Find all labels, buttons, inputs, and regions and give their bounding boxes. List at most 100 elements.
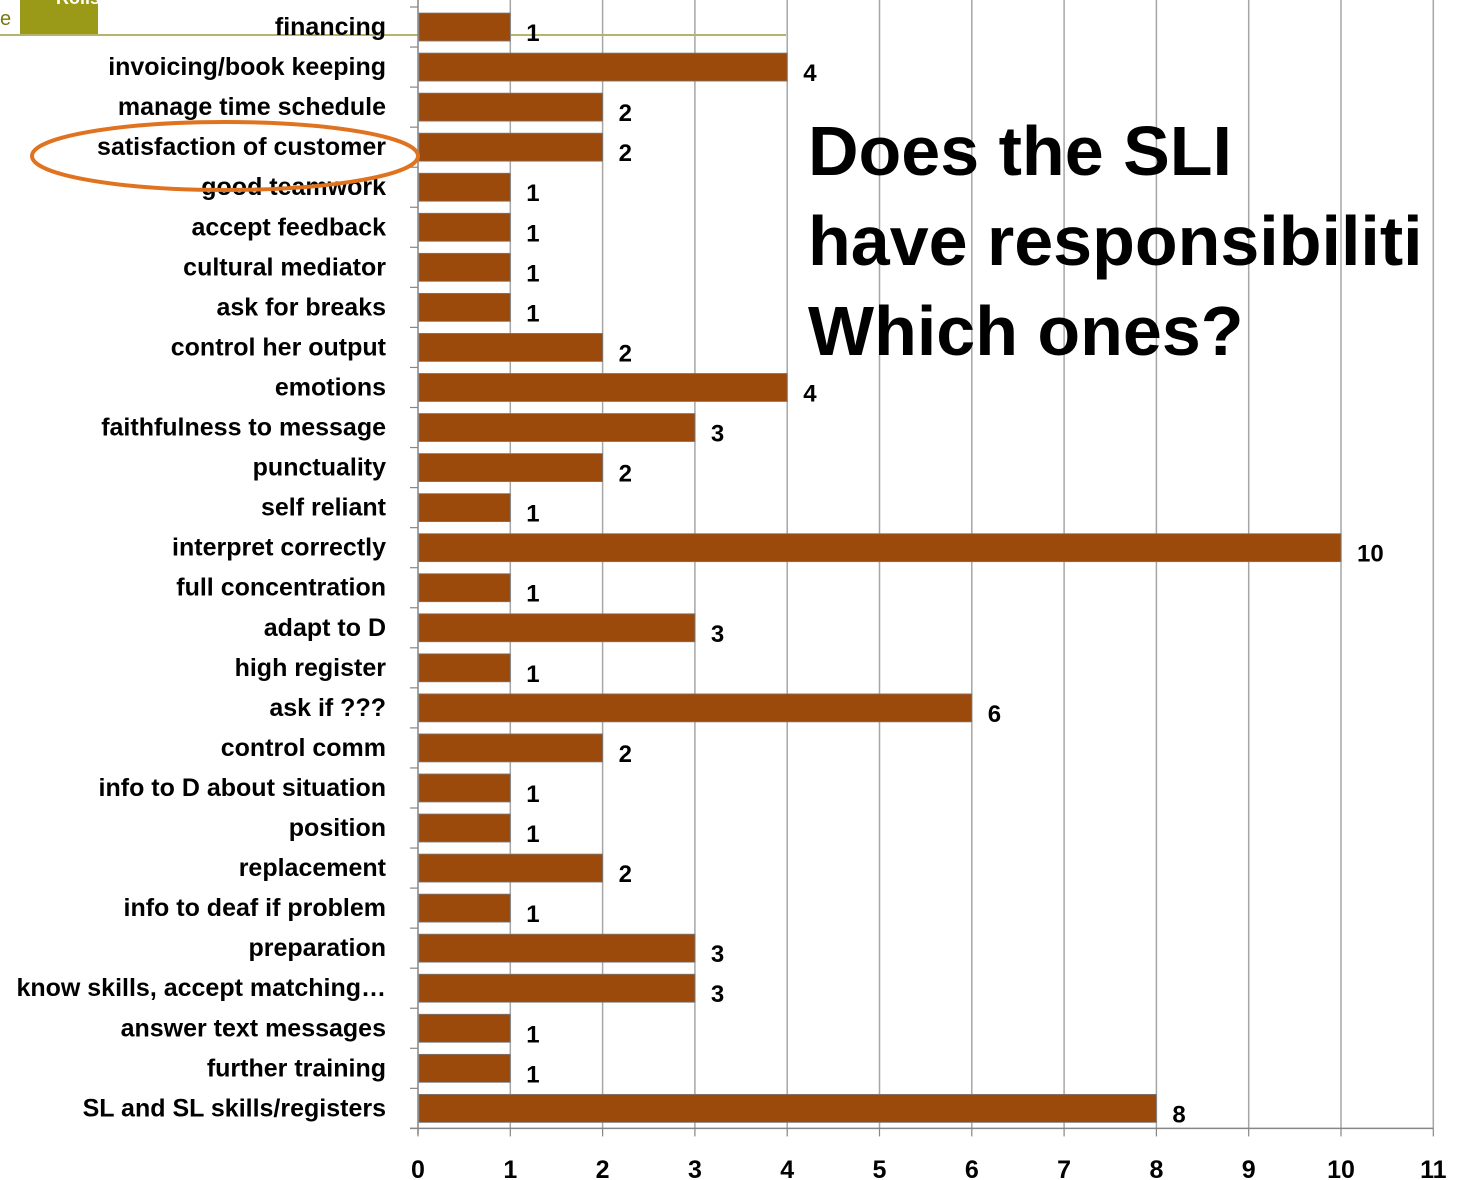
bar: [418, 333, 604, 362]
category-label: further training: [207, 1054, 386, 1082]
bar: [418, 92, 604, 122]
bar: [418, 292, 511, 322]
value-label: 1: [526, 781, 539, 808]
category-label: accept feedback: [191, 213, 386, 241]
value-label: 8: [1172, 1101, 1185, 1128]
bar: [418, 733, 604, 763]
category-label: info to deaf if problem: [124, 894, 387, 922]
value-label: 1: [526, 1061, 539, 1088]
x-tick-label: 7: [1057, 1156, 1071, 1180]
category-label: SL and SL skills/registers: [83, 1094, 386, 1122]
bar: [418, 653, 511, 683]
x-tick-label: 9: [1242, 1156, 1256, 1180]
category-label: preparation: [248, 934, 386, 962]
category-label: faithfulness to message: [101, 414, 386, 442]
x-tick-label: 11: [1420, 1156, 1447, 1180]
bar: [418, 453, 604, 482]
logo-block: Rolls: [20, 0, 100, 36]
bar: [418, 52, 788, 82]
value-label: 1: [526, 821, 539, 848]
category-label: cultural mediator: [183, 253, 386, 281]
bar: [418, 693, 973, 723]
x-tick-label: 10: [1327, 1156, 1355, 1180]
value-label: 4: [803, 60, 817, 87]
value-label: 1: [526, 901, 539, 928]
category-label: satisfaction of customer: [97, 133, 386, 161]
x-tick-labels: 0 1 2 3 4 5 6 7 8 9 10 11: [411, 1156, 1447, 1180]
value-label: 2: [619, 140, 632, 167]
question-line-1: Does the SLI: [808, 112, 1232, 190]
bar: [418, 1093, 1157, 1123]
bar: [418, 533, 1342, 563]
x-tick-label: 3: [688, 1156, 702, 1180]
value-label: 1: [526, 300, 539, 327]
x-tick-label: 5: [873, 1156, 887, 1180]
question-line-3: Which ones?: [808, 292, 1244, 370]
category-label: financing: [275, 13, 386, 41]
value-label: 3: [711, 421, 724, 448]
value-label: 2: [619, 861, 632, 888]
bar: [418, 132, 604, 162]
value-label: 6: [988, 701, 1001, 728]
value-label: 2: [619, 340, 632, 367]
bar: [418, 813, 511, 843]
bar: [418, 1013, 511, 1043]
x-tick-label: 6: [965, 1156, 979, 1180]
category-label: ask if ???: [269, 694, 386, 722]
value-label: 1: [526, 1021, 539, 1048]
category-label: info to D about situation: [99, 774, 386, 802]
category-label: ask for breaks: [216, 293, 386, 321]
x-tick-label: 8: [1149, 1156, 1163, 1180]
category-label: control her output: [171, 333, 387, 361]
value-label: 1: [526, 260, 539, 287]
value-labels: 1 4 2 2 1 1 1 1 2 4 3 2 1 10 1 3 1 6 2 1 1 2 1 3 3 1 1 8: [526, 20, 1383, 1128]
logo-letter: e: [0, 8, 12, 30]
question-text: Does the SLI have responsibiliti Which o…: [808, 106, 1459, 376]
category-label: self reliant: [261, 494, 387, 522]
x-tick-label: 0: [411, 1156, 425, 1180]
axes: [410, 0, 1434, 1137]
bar: [418, 12, 511, 42]
bar: [418, 933, 696, 963]
bar: [418, 413, 696, 442]
highlight-ellipse: [30, 120, 420, 192]
value-label: 2: [619, 461, 632, 488]
category-label: invoicing/book keeping: [108, 53, 386, 81]
bar: [418, 252, 511, 282]
bar: [418, 493, 511, 523]
question-line-2: have responsibiliti: [808, 202, 1423, 280]
value-label: 1: [526, 180, 539, 207]
value-label: 10: [1357, 541, 1384, 568]
bar: [418, 613, 696, 643]
category-label: control comm: [221, 734, 386, 762]
bar: [418, 773, 511, 803]
bar: [418, 172, 511, 202]
value-label: 2: [619, 741, 632, 768]
value-label: 3: [711, 621, 724, 648]
bar: [418, 973, 696, 1003]
value-label: 1: [526, 220, 539, 247]
x-tick-label: 2: [596, 1156, 610, 1180]
x-tick-label: 1: [503, 1156, 517, 1180]
bar: [418, 212, 511, 242]
value-label: 3: [711, 981, 724, 1008]
category-label: adapt to D: [264, 614, 386, 642]
category-label: emotions: [275, 373, 386, 401]
category-label: know skills, accept matching…: [16, 974, 386, 1002]
bars: [418, 12, 1342, 1123]
category-label: manage time schedule: [118, 93, 386, 121]
logo-text: Rolls: [56, 0, 100, 9]
category-label: punctuality: [253, 454, 386, 482]
bar: [418, 573, 511, 603]
value-label: 1: [526, 581, 539, 608]
bar: [418, 893, 511, 923]
bar: [418, 853, 604, 883]
category-label: interpret correctly: [172, 534, 386, 562]
value-label: 1: [526, 501, 539, 528]
value-label: 3: [711, 941, 724, 968]
category-label: high register: [235, 654, 387, 682]
value-label: 1: [526, 20, 539, 47]
category-labels: financing invoicing/book keeping manage ti…: [16, 13, 386, 1122]
category-label: answer text messages: [121, 1014, 386, 1042]
